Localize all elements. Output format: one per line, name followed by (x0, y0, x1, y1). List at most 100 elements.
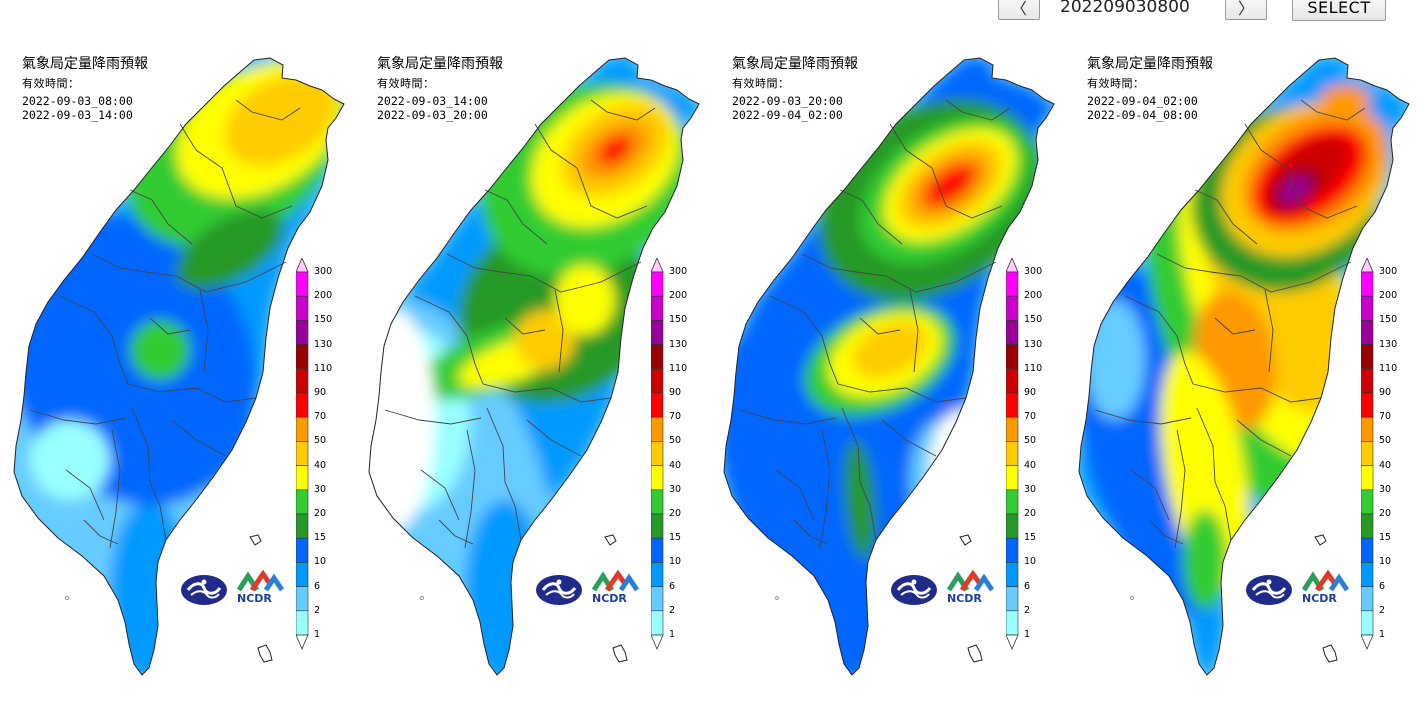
current-time-display: 202209030800 (1060, 0, 1190, 17)
legend-colorbar (1361, 258, 1374, 651)
legend-label: 2 (314, 604, 321, 616)
legend-label: 110 (1379, 362, 1398, 374)
legend-colorbar (1006, 258, 1019, 651)
ncdr-logo-text: NCDR (237, 592, 272, 605)
legend-label: 110 (669, 362, 688, 374)
legend-swatch (1006, 513, 1019, 539)
legend-swatch (651, 271, 664, 297)
legend-swatch (1006, 562, 1019, 587)
legend-label: 110 (314, 362, 333, 374)
legend-label: 130 (1379, 338, 1398, 350)
legend-label: 20 (1024, 508, 1037, 519)
legend-swatch (1006, 465, 1019, 491)
county-borders (29, 99, 301, 549)
legend-swatch (1361, 586, 1374, 612)
outlying-islands (420, 534, 628, 663)
legend-swatch (296, 295, 309, 321)
legend-swatch (296, 586, 309, 612)
legend-swatch (1361, 562, 1374, 587)
legend-label: 300 (1024, 266, 1043, 277)
legend-label: 130 (1024, 338, 1043, 350)
forecast-panel-1: 氣象局定量降雨預報 有效時間： 2022-09-03_08:00 2022-09… (0, 0, 355, 702)
legend-label: 150 (314, 314, 333, 326)
legend-label: 300 (314, 266, 333, 277)
legend-label: 20 (1379, 508, 1392, 519)
valid-start-time: 2022-09-03_08:00 (22, 94, 133, 108)
next-time-button[interactable]: 〉 (1225, 0, 1267, 20)
legend-swatch (296, 610, 309, 636)
ncdr-logo: NCDR (235, 569, 285, 612)
forecast-panel-2: 氣象局定量降雨預報 有效時間： 2022-09-03_14:00 2022-09… (355, 0, 710, 702)
legend-label: 90 (1024, 387, 1037, 398)
legend-swatch (1361, 610, 1374, 636)
legend-swatch (296, 344, 309, 370)
legend-colorbar (296, 258, 309, 651)
outlying-islands (1130, 534, 1338, 663)
legend-label: 2 (1379, 604, 1386, 616)
valid-time-label: 有效時間： (22, 77, 80, 90)
rainfall-map (368, 57, 700, 676)
legend-swatch (1006, 320, 1019, 345)
legend-label: 130 (314, 338, 333, 350)
legend-label: 40 (1024, 459, 1037, 471)
cwb-logo (536, 575, 582, 605)
ncdr-logo: NCDR (945, 569, 995, 612)
rainfall-map (13, 57, 345, 676)
valid-time-label: 有效時間： (732, 77, 790, 90)
legend-swatch (651, 586, 664, 612)
legend-label: 20 (314, 508, 327, 519)
legend-label: 90 (1379, 387, 1392, 398)
valid-end-time: 2022-09-04_08:00 (1087, 108, 1198, 122)
legend-label: 200 (669, 290, 688, 302)
legend-label: 50 (1024, 435, 1037, 447)
legend-swatch (1006, 441, 1019, 466)
legend-arrow-top (1361, 258, 1374, 273)
legend-label: 200 (1024, 290, 1043, 302)
legend-swatch (296, 537, 309, 563)
legend-label: 40 (669, 459, 682, 471)
panel-title: 氣象局定量降雨預報 (22, 56, 148, 72)
select-button[interactable]: SELECT (1292, 0, 1386, 21)
valid-end-time: 2022-09-04_02:00 (732, 108, 843, 122)
legend-swatch (1006, 489, 1019, 515)
legend-swatch (1006, 537, 1019, 563)
legend-swatch (1361, 344, 1374, 370)
cwb-logo (1246, 575, 1292, 605)
legend-label: 1 (1379, 629, 1386, 640)
valid-time-label: 有效時間： (1087, 77, 1145, 90)
legend-label: 70 (314, 411, 327, 423)
legend-swatch (1361, 295, 1374, 321)
legend-swatch (296, 513, 309, 539)
legend-label: 50 (669, 435, 682, 447)
valid-end-time: 2022-09-03_20:00 (377, 108, 488, 122)
panel-title: 氣象局定量降雨預報 (732, 56, 858, 72)
legend-arrow-top (1006, 258, 1019, 273)
legend-swatch (651, 537, 664, 563)
legend-swatch (296, 562, 309, 587)
panel-title: 氣象局定量降雨預報 (377, 56, 503, 72)
legend-label: 15 (1379, 532, 1392, 544)
legend-label: 2 (1024, 604, 1031, 616)
legend-label: 200 (1379, 290, 1398, 302)
legend-label: 110 (1024, 362, 1043, 374)
legend-swatch (296, 368, 309, 394)
legend-label: 2 (669, 604, 676, 616)
cwb-logo (181, 575, 227, 605)
legend-label: 30 (314, 483, 327, 495)
legend-label: 70 (1379, 411, 1392, 423)
coastline (13, 57, 345, 676)
rainfall-legend: 300 200 150 130 110 90 70 50 40 30 20 15 10 6 2 1 (1006, 258, 1046, 676)
forecast-panel-3: 氣象局定量降雨預報 有效時間： 2022-09-03_20:00 2022-09… (710, 0, 1065, 702)
legend-label: 200 (314, 290, 333, 302)
legend-swatch (296, 441, 309, 466)
legend-swatch (651, 295, 664, 321)
legend-label: 10 (1379, 556, 1392, 568)
legend-swatch (1006, 344, 1019, 370)
legend-label: 150 (669, 314, 688, 326)
prev-time-button[interactable]: 〈 (998, 0, 1040, 20)
legend-label: 40 (314, 459, 327, 471)
legend-swatch (296, 416, 309, 442)
rainfall-legend: 300 200 150 130 110 90 70 50 40 30 20 15 10 6 2 1 (1361, 258, 1401, 676)
outlying-islands (775, 534, 983, 663)
coastline (368, 57, 700, 676)
